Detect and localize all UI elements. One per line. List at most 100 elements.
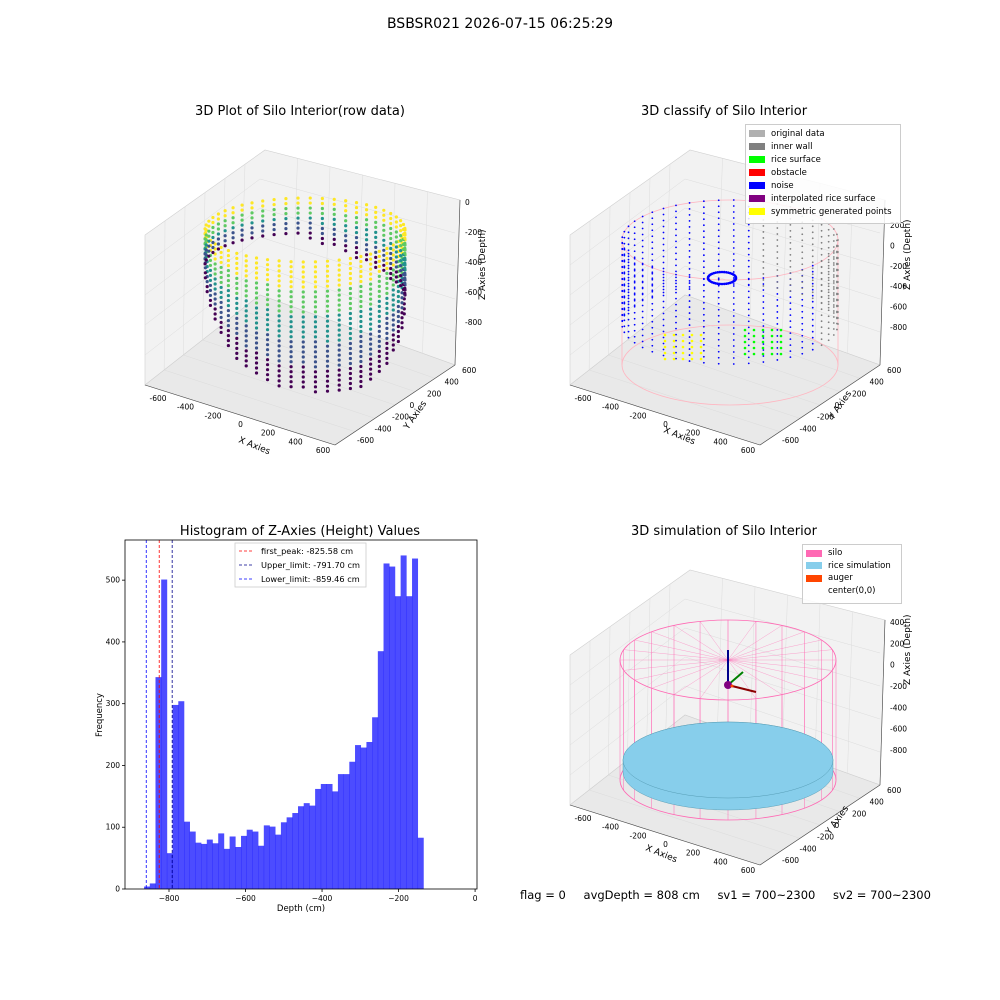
scatter-point <box>403 281 407 285</box>
scatter-point <box>382 228 386 232</box>
wall-point <box>789 338 792 341</box>
gridline <box>569 207 686 296</box>
scatter-point <box>213 312 217 316</box>
scatter-point <box>254 281 259 285</box>
wall-point <box>801 245 804 248</box>
rice-surface-point <box>761 340 765 344</box>
y-tick-label: 400 <box>870 798 885 807</box>
wall-point <box>641 263 644 266</box>
x-tick-label: 400 <box>288 437 303 446</box>
scatter-point <box>308 216 312 220</box>
scatter-point <box>325 329 330 333</box>
wall-point <box>651 217 654 220</box>
wall-point <box>827 285 830 288</box>
x-tick-label: -600 <box>149 394 166 403</box>
scatter-point <box>219 310 223 315</box>
scatter-point <box>277 349 281 353</box>
scatter-point <box>244 364 248 368</box>
scatter-point <box>211 250 215 255</box>
noise-point <box>718 270 722 274</box>
wall-point <box>762 295 765 297</box>
wall-point <box>801 310 804 313</box>
x-tick-label: -400 <box>602 403 619 412</box>
wall-point <box>702 254 705 257</box>
legend-entry: auger <box>806 572 898 585</box>
wall-point <box>675 288 677 291</box>
scatter-point <box>377 294 381 299</box>
wall-point <box>702 248 705 251</box>
scatter-point <box>389 266 393 271</box>
wall-point <box>651 223 654 226</box>
sim3d-zlabel: Z Axies (Depth) <box>903 614 913 685</box>
hist-bar <box>189 831 196 889</box>
scatter-point <box>400 316 404 320</box>
wall-point <box>789 259 792 262</box>
scatter-point <box>364 243 369 247</box>
scatter-point <box>235 346 239 351</box>
y-tick-label: 200 <box>852 389 867 398</box>
wall-point <box>702 313 705 316</box>
symmetric-point <box>699 357 703 361</box>
scatter-point <box>226 303 230 308</box>
scatter-point <box>313 290 318 294</box>
wall-point <box>732 309 735 311</box>
scatter-point <box>391 338 395 342</box>
legend-swatch <box>749 208 765 215</box>
wall-point <box>820 265 823 268</box>
wall-point <box>651 265 654 268</box>
wall-point <box>641 275 644 278</box>
scatter-point <box>399 234 403 238</box>
scatter-point <box>399 249 403 253</box>
scatter-point <box>244 299 248 303</box>
scatter-point <box>374 205 378 209</box>
scatter-point <box>240 233 244 237</box>
z-tick-label: -200 <box>465 228 482 237</box>
wall-point <box>801 316 804 319</box>
axis-z <box>454 199 461 366</box>
wall-point <box>762 267 765 269</box>
scatter-point <box>296 201 300 205</box>
wall-point <box>688 354 691 356</box>
scatter-point <box>385 246 389 250</box>
rice-surface-point <box>779 334 783 338</box>
wall-point <box>688 250 691 252</box>
scatter-point <box>374 225 378 229</box>
rice-surface-point <box>743 346 747 350</box>
wall-point <box>820 326 823 329</box>
scatter-point <box>382 233 386 237</box>
wall-point <box>811 225 814 228</box>
scatter-point <box>301 290 305 294</box>
scatter-point <box>374 220 378 224</box>
wall-point <box>633 287 636 290</box>
scatter-point <box>244 349 248 353</box>
scatter-point <box>240 238 244 242</box>
silo-roof-line <box>651 631 729 661</box>
scatter-point <box>235 266 239 271</box>
legend-swatch <box>749 143 765 150</box>
scatter-point <box>400 321 404 325</box>
wall-point <box>789 265 792 268</box>
scatter-point <box>369 267 373 271</box>
wall-point <box>662 213 665 216</box>
legend-entry: rice simulation <box>806 560 898 573</box>
wall-point <box>641 245 644 248</box>
wall-point <box>662 237 665 240</box>
scatter-point <box>250 236 254 240</box>
noise-point <box>722 282 726 286</box>
hist-bar <box>149 883 156 889</box>
wall-point <box>820 223 823 226</box>
wall-point <box>633 317 636 320</box>
wall-point <box>717 296 720 299</box>
scatter-point <box>354 210 359 215</box>
wall-point <box>789 344 792 347</box>
sv2-text: sv2 = 700~2300 <box>833 888 931 902</box>
scatter-point <box>348 286 352 291</box>
scatter-point <box>325 359 330 363</box>
wall-point <box>627 285 630 288</box>
scatter-point <box>301 325 305 329</box>
wall-point <box>627 303 630 306</box>
scatter-point <box>369 252 373 256</box>
scatter-point <box>374 235 378 239</box>
legend-label: obstacle <box>771 167 807 178</box>
scatter-point <box>219 275 223 280</box>
